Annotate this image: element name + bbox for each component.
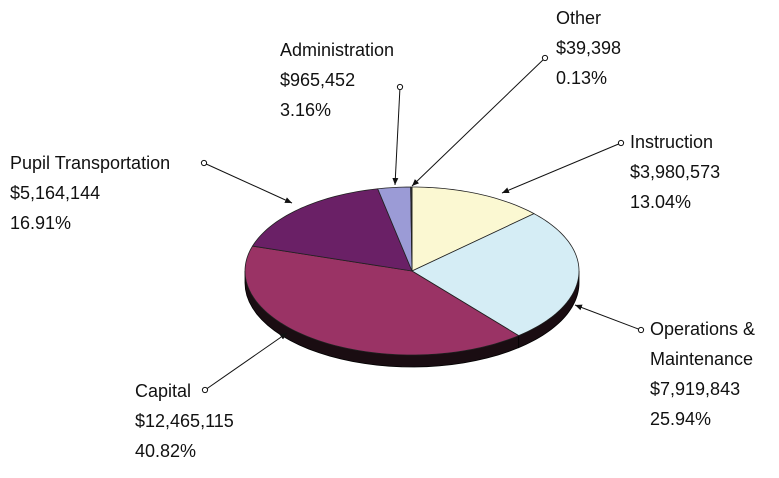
leader-dot bbox=[201, 386, 209, 394]
percent-label: 16.91% bbox=[10, 213, 72, 233]
leader-line bbox=[392, 86, 401, 186]
percent-label: 13.04% bbox=[630, 192, 692, 212]
leader-line bbox=[204, 332, 288, 391]
slice-label: Pupil Transportation $5,164,144 16.91% bbox=[10, 148, 170, 238]
slice bbox=[411, 186, 535, 272]
slice bbox=[251, 188, 413, 272]
leader-dot bbox=[541, 54, 549, 62]
slice bbox=[244, 245, 520, 356]
category-label: Administration bbox=[280, 40, 395, 60]
slice-label: Administration $965,452 3.16% bbox=[280, 35, 394, 125]
leader-dot bbox=[200, 159, 208, 167]
category-label: Capital bbox=[135, 381, 192, 401]
slice-label: Operations & Maintenance $7,919,843 25.94% bbox=[650, 314, 775, 434]
slice bbox=[377, 186, 413, 272]
leader-dot bbox=[396, 83, 404, 91]
category-label: Instruction bbox=[630, 132, 714, 152]
category-label: Operations & Maintenance bbox=[650, 319, 756, 369]
leader-line bbox=[203, 162, 293, 204]
percent-label: 3.16% bbox=[280, 100, 332, 120]
slice-label: Instruction $3,980,573 13.04% bbox=[630, 127, 720, 217]
value-label: $39,398 bbox=[556, 38, 622, 58]
value-label: $3,980,573 bbox=[630, 162, 721, 182]
slice bbox=[410, 186, 413, 272]
leader-line bbox=[574, 304, 642, 331]
value-label: $5,164,144 bbox=[10, 183, 101, 203]
slice-label: Capital $12,465,115 40.82% bbox=[135, 376, 234, 466]
leader-dot bbox=[637, 326, 645, 334]
leader-line bbox=[501, 142, 622, 194]
value-label: $965,452 bbox=[280, 70, 356, 90]
percent-label: 25.94% bbox=[650, 409, 712, 429]
leader-dot bbox=[617, 139, 625, 147]
category-label: Pupil Transportation bbox=[10, 153, 171, 173]
leader-line bbox=[411, 57, 546, 187]
percent-label: 40.82% bbox=[135, 441, 197, 461]
value-label: $12,465,115 bbox=[135, 411, 234, 431]
category-label: Other bbox=[556, 8, 602, 28]
slice bbox=[411, 213, 580, 337]
value-label: $7,919,843 bbox=[650, 379, 741, 399]
slice-label: Other $39,398 0.13% bbox=[556, 3, 621, 93]
percent-label: 0.13% bbox=[556, 68, 608, 88]
